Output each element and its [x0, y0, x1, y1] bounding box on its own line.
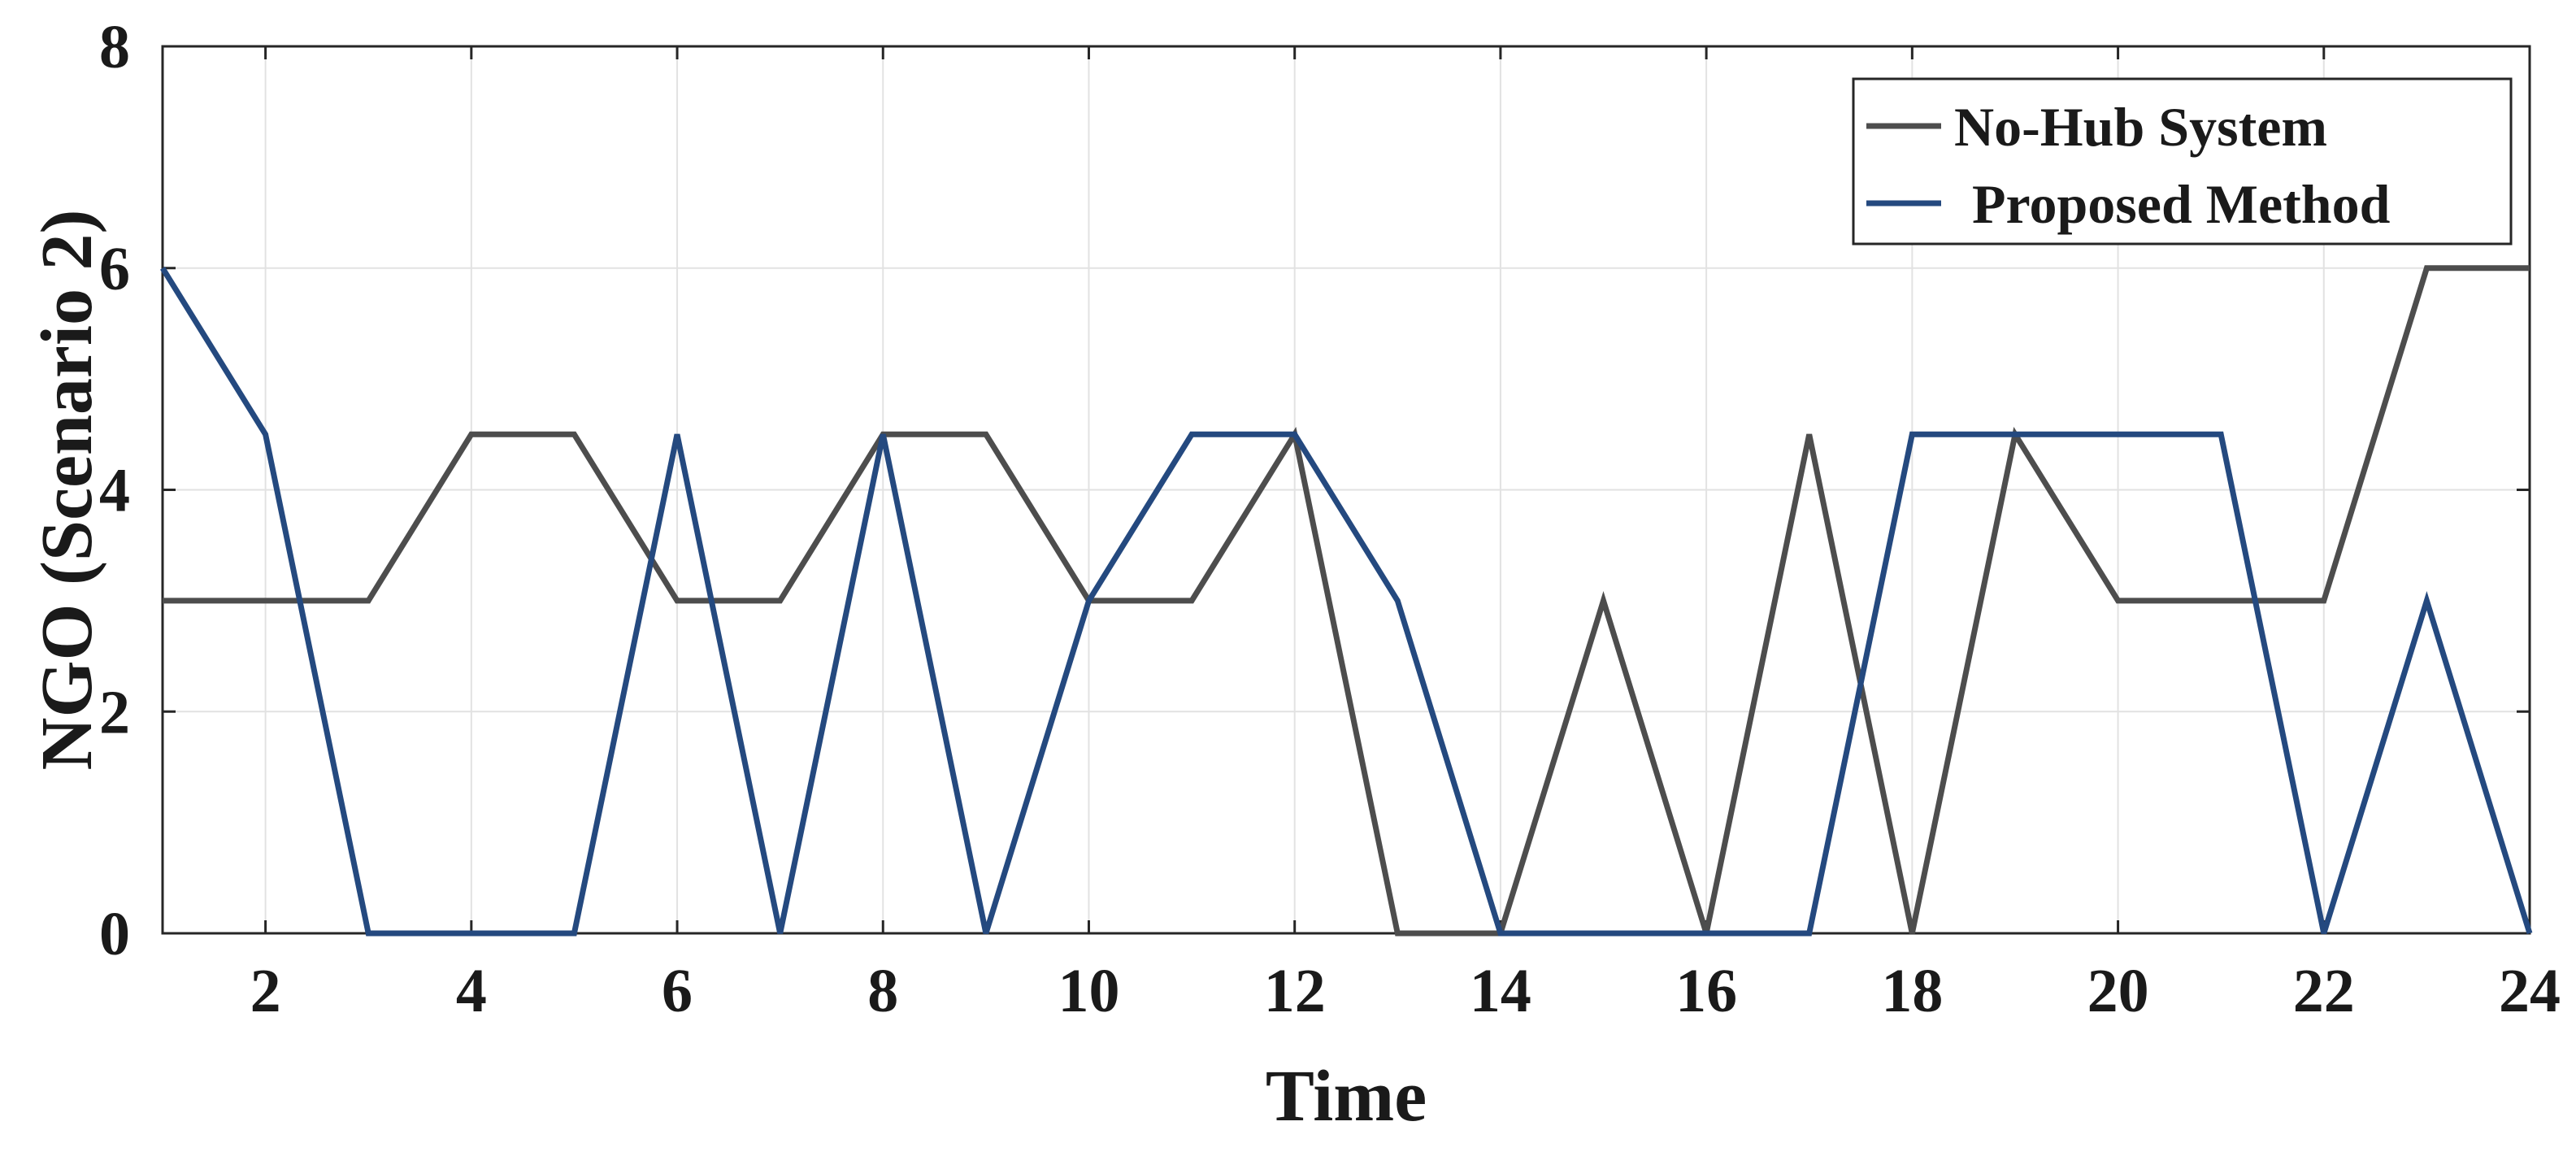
y-tick-label: 6 [99, 235, 130, 303]
x-tick-label: 14 [1470, 957, 1531, 1025]
y-axis-label: NGO (Scenario 2) [27, 210, 107, 771]
x-tick-label: 20 [2087, 957, 2149, 1025]
x-axis-label: Time [1266, 1056, 1427, 1137]
x-tick-label: 2 [250, 957, 281, 1025]
legend-entry-label: No-Hub System [1954, 96, 2327, 158]
legend-entry-label: Proposed Method [1972, 173, 2391, 235]
y-tick-label: 0 [99, 900, 130, 968]
legend-box [1852, 77, 2513, 246]
y-tick-label: 4 [99, 457, 130, 525]
y-tick-label: 8 [99, 13, 130, 81]
series-line-no-hub-system [163, 265, 2530, 937]
x-tick-label: 24 [2499, 957, 2561, 1025]
x-tick-label: 16 [1675, 957, 1737, 1025]
x-tick-label: 12 [1264, 957, 1326, 1025]
series-lines [160, 265, 2533, 937]
x-tick-label: 8 [867, 957, 898, 1025]
x-tick-label: 22 [2293, 957, 2355, 1025]
series-line-proposed-method [160, 266, 2533, 937]
x-tick-label: 10 [1058, 957, 1119, 1025]
legend: No-Hub System Proposed Method [1852, 77, 2513, 246]
x-tick-label: 18 [1881, 957, 1943, 1025]
x-tick-label: 4 [456, 957, 487, 1025]
y-tick-label: 2 [99, 678, 130, 746]
x-tick-label: 6 [662, 957, 693, 1025]
